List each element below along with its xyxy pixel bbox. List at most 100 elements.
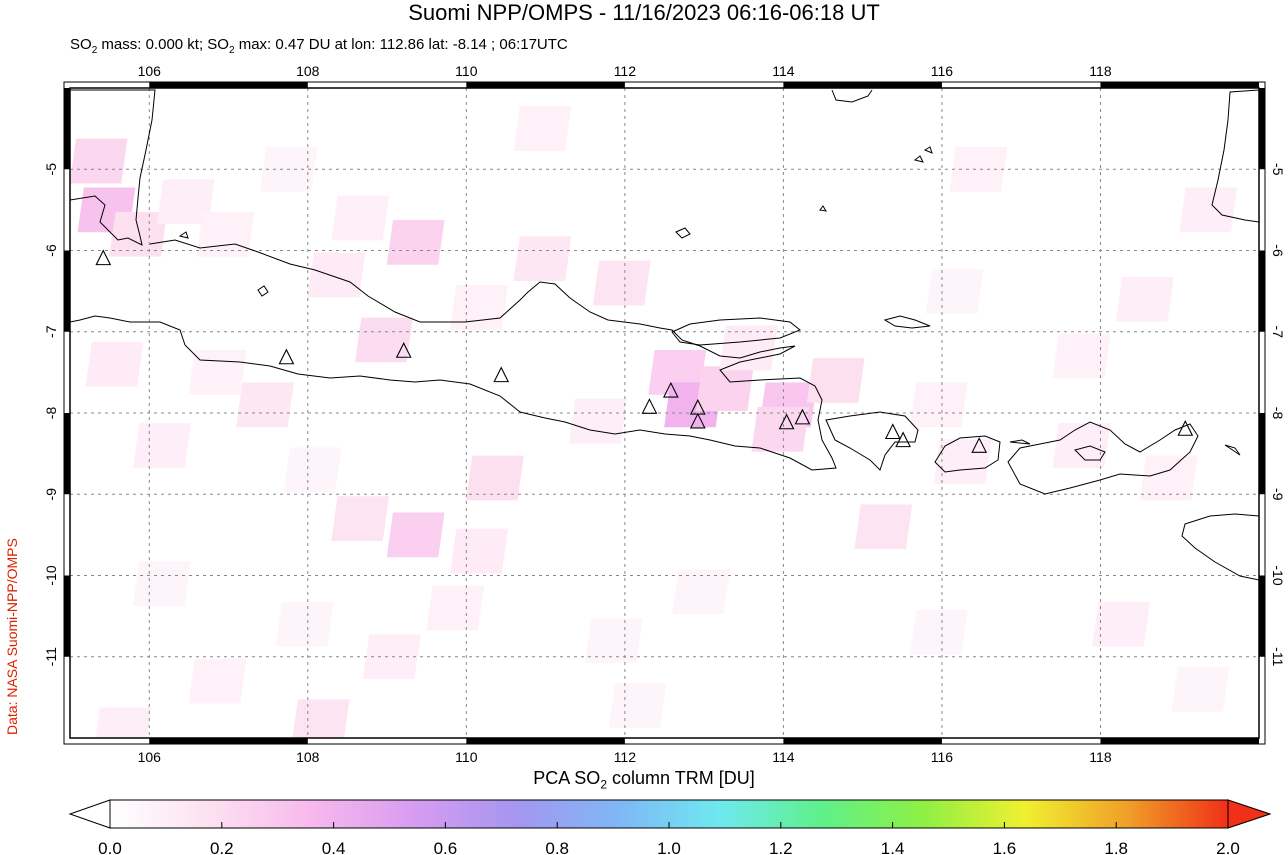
so2-pixel-31 (275, 601, 334, 647)
lon-tick-bottom-118: 118 (1089, 749, 1112, 765)
colorbar-min-arrow (68, 799, 111, 829)
coast-islet-4 (1009, 439, 1031, 445)
so2-pixel-6 (331, 195, 390, 241)
coast-islet-5 (1224, 444, 1241, 456)
colorbar-max-arrow (1227, 799, 1272, 829)
lon-tick-bottom-112: 112 (614, 749, 637, 765)
so2-pixel-24 (719, 325, 778, 371)
volcano-triangle-icon (662, 381, 679, 398)
so2-pixel-47 (1115, 276, 1174, 322)
lat-tick-right--9: -9 (1270, 488, 1286, 501)
coast-kalimantan (831, 89, 873, 103)
so2-pixel-50 (1052, 333, 1111, 379)
volcano-triangle-icon (884, 423, 901, 440)
lon-tick-bottom-116: 116 (931, 749, 954, 765)
so2-pixel-44 (1171, 666, 1230, 712)
frame-seg-top (149, 82, 308, 88)
lon-tick-top-110: 110 (455, 63, 478, 79)
lon-tick-bottom-110: 110 (455, 749, 478, 765)
so2-pixel-52 (513, 106, 572, 151)
colorbar-label-0.2: 0.2 (210, 839, 234, 855)
colorbar-label-2.0: 2.0 (1216, 839, 1240, 855)
colorbar-label-0.4: 0.4 (322, 839, 346, 855)
volcano-triangle-icon (493, 366, 510, 383)
colorbar-label-1.0: 1.0 (657, 839, 681, 855)
volcano-triangle-icon (895, 431, 911, 448)
lon-tick-bottom-114: 114 (772, 749, 795, 765)
colorbar: 0.0 0.2 0.4 0.6 0.8 1.0 1.2 1.4 1.6 1.8 2.0 (68, 799, 1272, 855)
lon-tick-top-116: 116 (931, 63, 954, 79)
so2-pixel-43 (1092, 601, 1151, 647)
volcano-triangle-icon (689, 412, 706, 429)
lat-tick-right--8: -8 (1270, 407, 1286, 420)
so2-pixel-3 (156, 179, 215, 225)
so2-pixel-27 (386, 512, 445, 558)
so2-pixel-8 (307, 252, 366, 298)
so2-pixel-14 (283, 447, 342, 493)
so2-pixel-16 (513, 236, 572, 281)
so2-pixel-26 (465, 455, 524, 501)
frame-seg-top (466, 82, 625, 88)
coast-bawean (257, 285, 269, 297)
so2-pixel-32 (133, 561, 191, 606)
lon-tick-top-114: 114 (772, 63, 795, 79)
lat-tick-right--5: -5 (1270, 163, 1286, 176)
lat-tick-right--7: -7 (1270, 326, 1286, 339)
so2-pixels (70, 106, 1238, 738)
coast-islet-6 (178, 231, 189, 239)
lon-tick-top-106: 106 (138, 63, 162, 79)
coast-sulawesi (1211, 89, 1259, 223)
so2-pixel-53 (608, 683, 667, 728)
so2-pixel-40 (933, 439, 992, 485)
so2-pixel-39 (854, 504, 913, 550)
colorbar-label-1.4: 1.4 (881, 839, 905, 855)
so2-pixel-25 (569, 398, 627, 444)
coast-islet-2 (913, 155, 924, 163)
lon-tick-bottom-106: 106 (138, 749, 162, 765)
so2-pixel-46 (949, 146, 1008, 192)
frame-seg-bottom (783, 738, 942, 744)
frame-seg-right (1259, 88, 1265, 170)
so2-pixel-48 (925, 268, 984, 314)
volcano-triangle-icon (395, 342, 412, 358)
so2-pixel-45 (909, 610, 968, 655)
colorbar-title: PCA SO2 column TRM [DU] (533, 768, 755, 792)
frame-seg-bottom (149, 738, 308, 744)
volcano-triangle-icon (95, 249, 112, 266)
coast-islet-1 (819, 205, 827, 212)
lat-tick-right--11: -11 (1270, 647, 1286, 666)
lat-tick-left--6: -6 (43, 244, 59, 257)
so2-pixel-30 (426, 585, 485, 631)
frame-seg-top (783, 82, 942, 88)
coast-islet-3 (923, 146, 933, 154)
lat-tick-left--8: -8 (43, 407, 59, 420)
volcano-triangle-icon (1177, 420, 1194, 436)
so2-pixel-36 (362, 634, 421, 680)
frame-seg-right (1259, 413, 1265, 495)
colorbar-label-1.2: 1.2 (769, 839, 793, 855)
lat-tick-left--10: -10 (43, 565, 59, 585)
so2-pixel-12 (133, 423, 191, 468)
volcano-triangle-icon (971, 437, 988, 453)
so2-pixel-20 (695, 366, 754, 411)
colorbar-label-0.0: 0.0 (98, 839, 122, 855)
colorbar-label-1.8: 1.8 (1104, 839, 1128, 855)
so2-pixel-35 (291, 699, 350, 738)
so2-pixel-9 (355, 317, 413, 363)
colorbar-label-0.6: 0.6 (434, 839, 458, 855)
volcano-triangle-icon (278, 348, 295, 365)
so2-pixel-37 (584, 618, 643, 663)
so2-pixel-28 (331, 496, 390, 541)
so2-pixel-11 (85, 341, 144, 387)
lon-tick-top-112: 112 (614, 63, 637, 79)
so2-pixel-23 (806, 358, 865, 403)
frame-seg-top (1100, 82, 1259, 88)
volcano-triangle-icon (641, 398, 658, 414)
lat-lon-grid (70, 88, 1259, 738)
volcano-triangle-icon (794, 408, 811, 425)
so2-pixel-29 (450, 528, 508, 574)
coast-karimunjawa (675, 227, 691, 239)
frame-seg-right (1259, 575, 1265, 657)
so2-summary: SO2 mass: 0.000 kt; SO2 max: 0.47 DU at … (70, 36, 568, 56)
so2-pixel-0 (70, 138, 128, 184)
